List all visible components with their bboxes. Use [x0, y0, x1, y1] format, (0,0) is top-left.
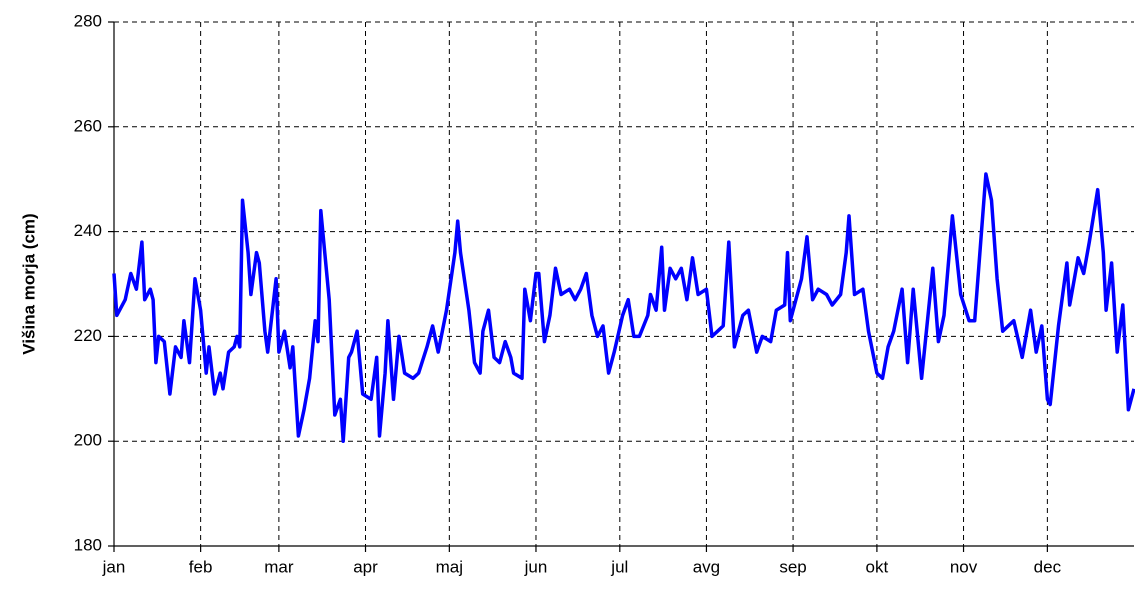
x-tick-label: avg [693, 557, 720, 576]
x-tick-label: apr [353, 557, 378, 576]
y-tick-label: 240 [74, 221, 102, 240]
x-tick-label: feb [189, 557, 213, 576]
y-tick-label: 280 [74, 11, 102, 30]
x-tick-label: jun [524, 557, 548, 576]
x-tick-label: maj [436, 557, 463, 576]
x-tick-label: sep [779, 557, 806, 576]
x-tick-label: okt [866, 557, 889, 576]
data-line [112, 172, 1135, 443]
y-tick-label: 180 [74, 535, 102, 554]
x-tick-label: dec [1034, 557, 1062, 576]
x-tick-label: mar [264, 557, 294, 576]
x-tick-label: nov [950, 557, 978, 576]
y-tick-label: 220 [74, 326, 102, 345]
y-tick-label: 200 [74, 431, 102, 450]
y-tick-label: 260 [74, 116, 102, 135]
y-axis-title: Višina morja (cm) [19, 213, 38, 354]
x-tick-label: jul [610, 557, 628, 576]
x-tick-label: jan [102, 557, 126, 576]
